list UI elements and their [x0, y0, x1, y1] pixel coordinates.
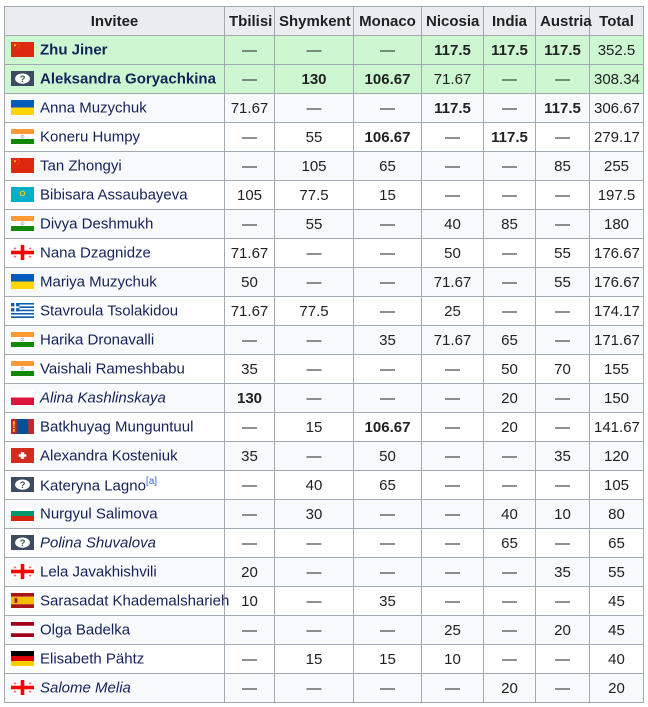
svg-text:?: ?	[20, 538, 26, 548]
svg-text:?: ?	[20, 480, 26, 490]
svg-text:?: ?	[20, 74, 26, 84]
